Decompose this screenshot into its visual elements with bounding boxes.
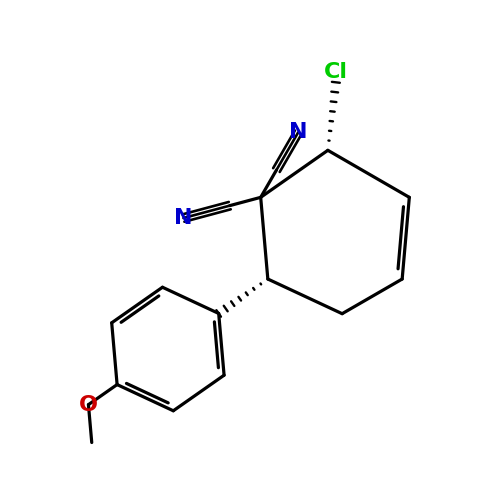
Text: N: N — [174, 208, 193, 228]
Text: O: O — [79, 394, 98, 414]
Text: N: N — [289, 122, 308, 142]
Text: Cl: Cl — [324, 62, 348, 82]
